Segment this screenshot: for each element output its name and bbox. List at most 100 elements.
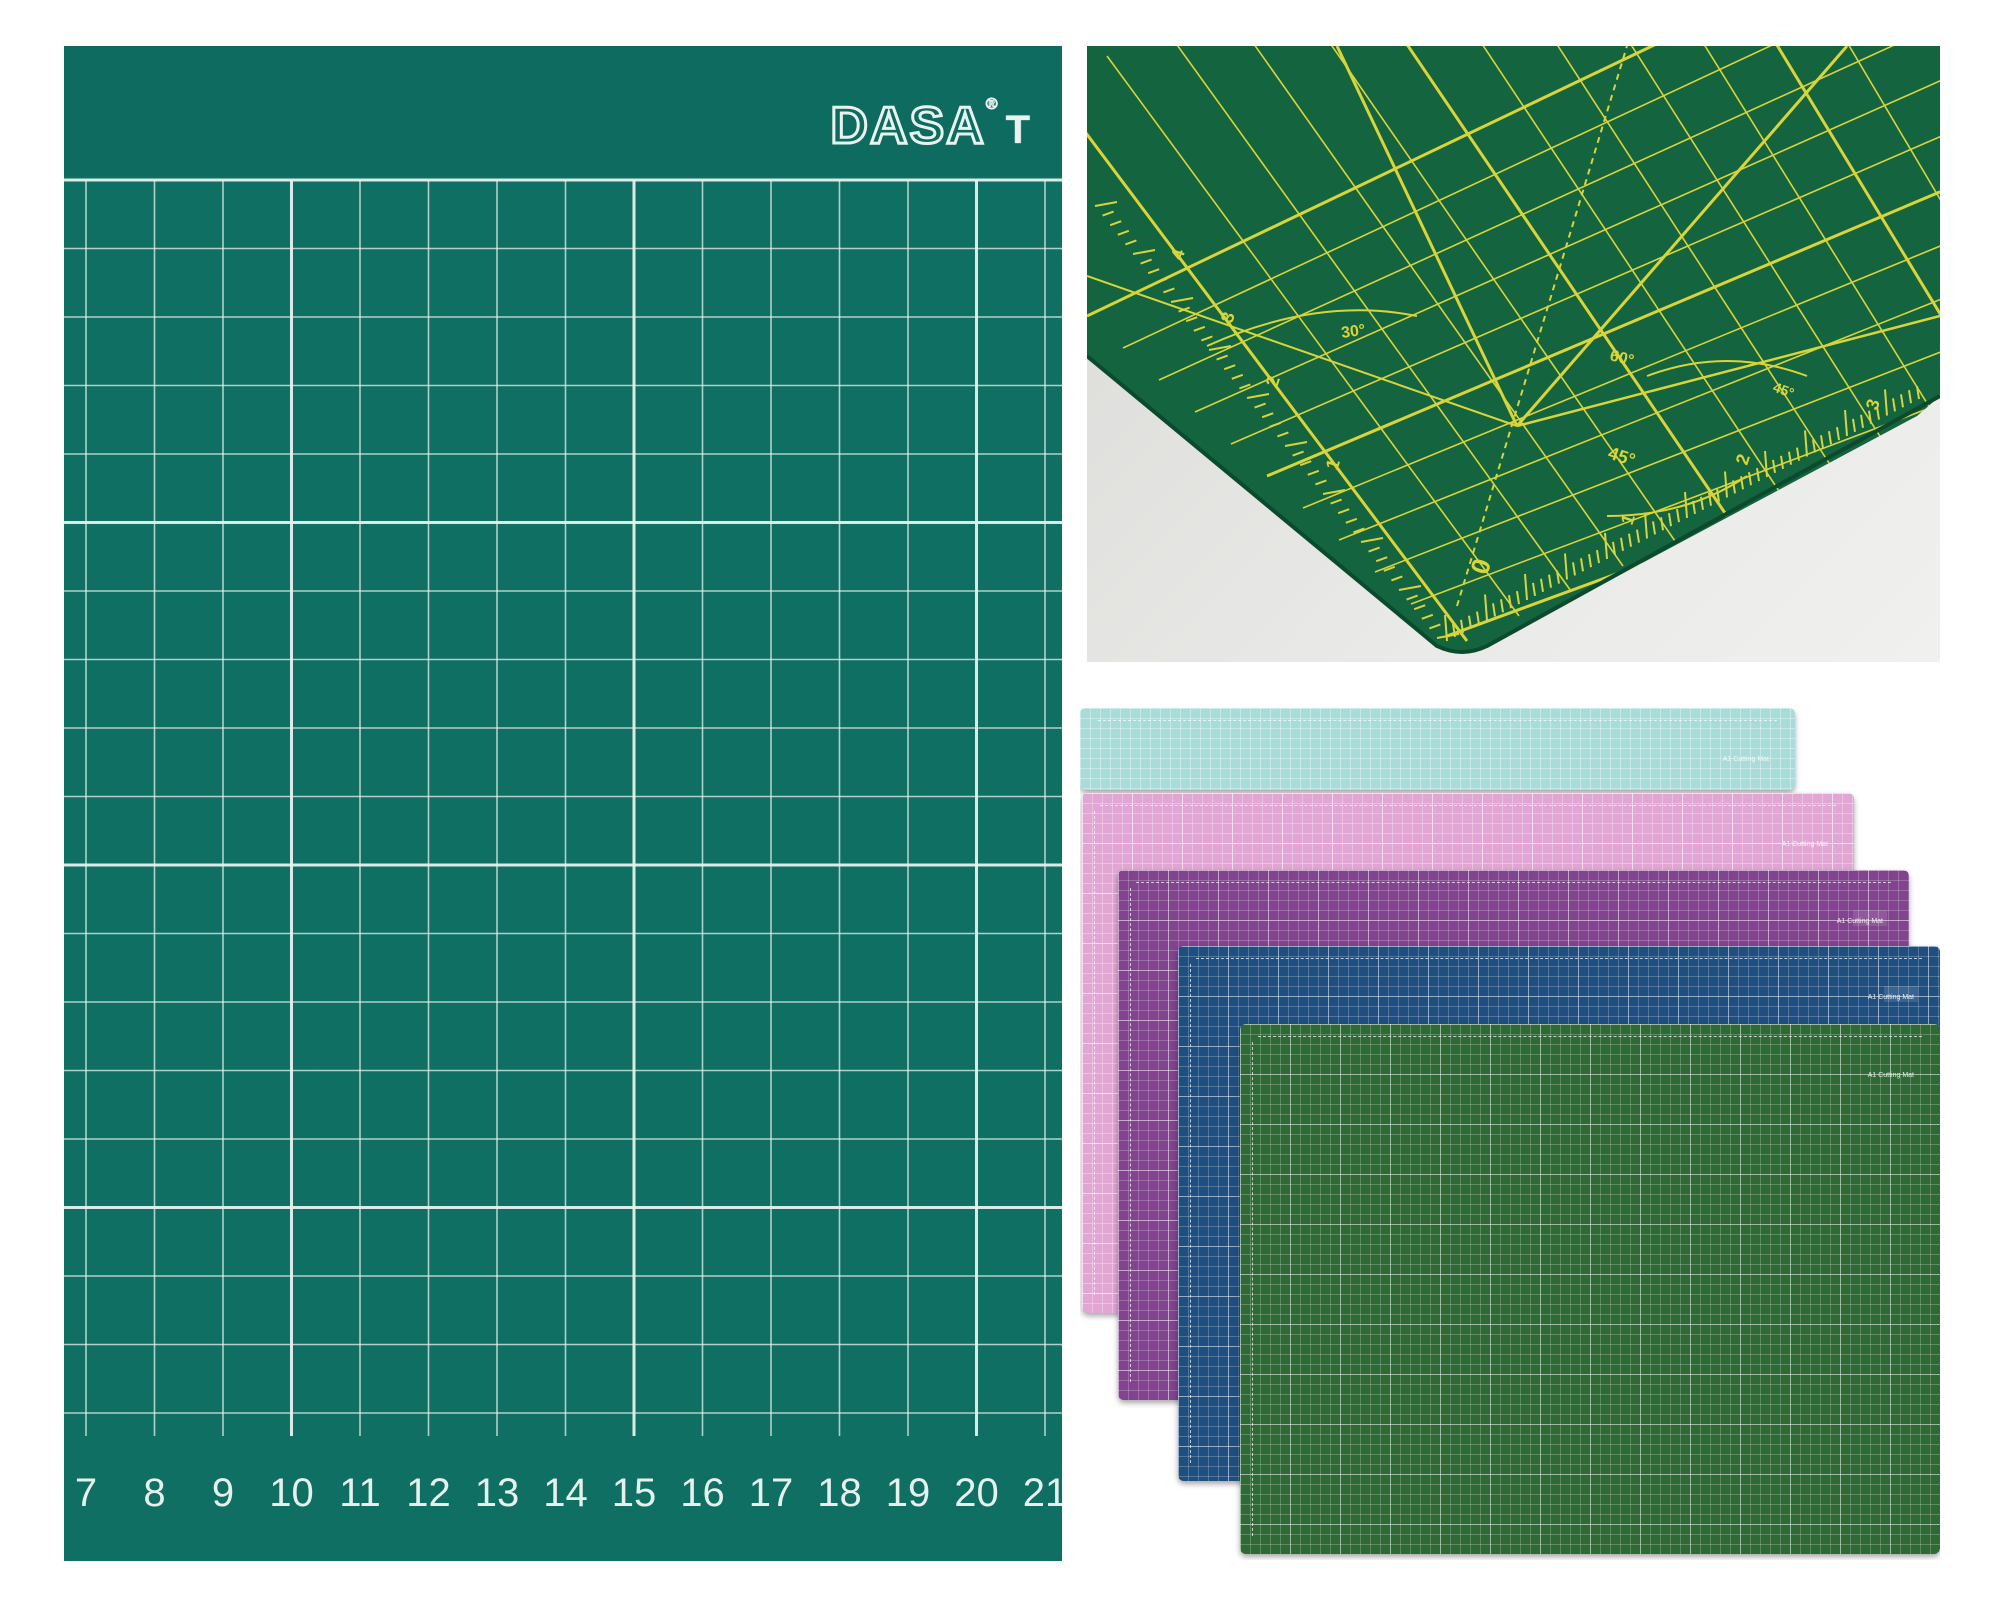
angle-arc (1646, 360, 1808, 377)
ruler-tick (1532, 582, 1536, 597)
ruler-tick (1170, 297, 1194, 303)
ruler-tick (1548, 574, 1552, 588)
ruler-tick (1315, 479, 1327, 486)
grid-line (1158, 46, 1940, 381)
ruler-tick (1868, 410, 1872, 424)
ruler-tick (1345, 517, 1358, 524)
ruler-tick (1572, 562, 1576, 576)
ruler-tick (1900, 394, 1904, 408)
grid-line (1586, 46, 1936, 417)
mat-grid-lines (64, 178, 1062, 1436)
ruler-tick (1460, 619, 1464, 633)
cutting-mat-photo: 30° 60° 45° 45° 4 3 2 1 0 1 2 3 (1087, 46, 1940, 662)
ruler-tick (1193, 325, 1206, 332)
mat-corner-label: A1 Cutting Mat (1722, 756, 1769, 763)
scale-number: 10 (269, 1471, 314, 1515)
ruler-tick (1269, 421, 1282, 428)
ruler-tick (1147, 268, 1160, 275)
ruler-tick (1337, 508, 1350, 515)
ruler-tick (1330, 498, 1342, 505)
angle-line (1335, 46, 1519, 427)
scale-number: 13 (474, 1471, 520, 1515)
grid-line (1122, 46, 1940, 349)
scale-number: 14 (543, 1471, 588, 1515)
grid-line (1374, 221, 1940, 573)
ruler-tick (1360, 537, 1384, 543)
scale-number: 12 (406, 1471, 451, 1515)
angle-arc (1606, 475, 1748, 517)
angle-label: 60° (1608, 347, 1636, 369)
ruler-tick (1391, 575, 1403, 582)
ruler-tick (1163, 287, 1175, 294)
ruler-tick (1668, 513, 1672, 527)
mat-header-band (64, 46, 1062, 176)
ruler-tick (1261, 412, 1274, 419)
ruler-tick (1860, 414, 1864, 428)
ruler-tick (1452, 623, 1456, 638)
ruler-tick (1716, 488, 1720, 502)
ruler-tick (1676, 508, 1680, 523)
ruler-tick (1580, 558, 1584, 572)
ruler-tick (1500, 599, 1504, 613)
ruler-tick (1223, 364, 1236, 371)
ruler-tick (1772, 459, 1776, 474)
ruler-tick (1421, 613, 1434, 620)
ruler-tick (1140, 258, 1152, 265)
ruler-tick (1239, 383, 1251, 390)
mat-left-ruler (1130, 888, 1137, 1382)
mat-top-ruler (1258, 1036, 1922, 1043)
ruler-tick (1155, 277, 1168, 284)
ruler-tick (1756, 467, 1760, 482)
angle-arc (1206, 309, 1418, 347)
scale-number: 18 (817, 1471, 862, 1515)
ruler-tick (1444, 614, 1448, 642)
green-cutting-mat: A1 Cutting Mat (1240, 1024, 1940, 1554)
ruler-tick (1652, 521, 1656, 535)
grid-line (1466, 46, 1832, 467)
ruler-tick (1508, 595, 1512, 609)
ruler-tick (1748, 472, 1752, 486)
ruler-tick (1828, 431, 1832, 445)
grid-line (1226, 46, 1624, 567)
scale-number: 11 (339, 1471, 381, 1515)
dashed-angle-line (1456, 46, 1628, 607)
ruler-tick (1132, 249, 1156, 255)
ruler-tick (1398, 585, 1422, 591)
grid-line (1302, 137, 1940, 509)
mat-left-ruler (1190, 964, 1197, 1463)
ruler-tick (1094, 201, 1118, 207)
cutting-mat-closeup: DASA®T 7 8 9 10 11 12 13 14 15 16 17 18 19 20 21 (64, 46, 1062, 1561)
ruler-tick (1109, 220, 1122, 227)
ruler-tick (1636, 529, 1640, 543)
angle-line (1516, 314, 1940, 428)
ruler-tick (1484, 594, 1488, 621)
brand-logo: DASA®T (829, 96, 1032, 157)
grid-line (1706, 46, 1940, 367)
ruler-tick (1406, 594, 1418, 601)
mint-cutting-mat: A1 Cutting Mat (1080, 708, 1795, 790)
mat-left-ruler (1252, 1042, 1259, 1536)
scale-number: 15 (611, 1471, 657, 1515)
ruler-tick (1383, 565, 1396, 572)
ruler-tick (1429, 623, 1441, 630)
mat-badge (1853, 910, 1887, 926)
ruler-tick (1908, 390, 1912, 404)
ruler-tick (1884, 389, 1888, 416)
ruler-tick (1540, 578, 1544, 592)
scale-number: 8 (143, 1471, 166, 1515)
ruler-tick (1208, 345, 1232, 351)
angle-line (1087, 275, 1518, 427)
scale-number: 9 (211, 1471, 235, 1515)
ruler-tick (1231, 373, 1244, 380)
mat-badge (1884, 986, 1918, 1002)
mat-left-ruler (1094, 811, 1101, 1295)
ruler-tick (1812, 439, 1816, 453)
grid-line (1345, 46, 1729, 517)
ruler-tick (1284, 441, 1308, 447)
ruler-tick (1117, 229, 1130, 236)
grid-line (1266, 94, 1940, 478)
scale-number: 21 (1022, 1471, 1062, 1515)
ruler-tick (1277, 431, 1289, 438)
grid-line (1406, 46, 1780, 492)
ruler-tick (1413, 604, 1426, 611)
